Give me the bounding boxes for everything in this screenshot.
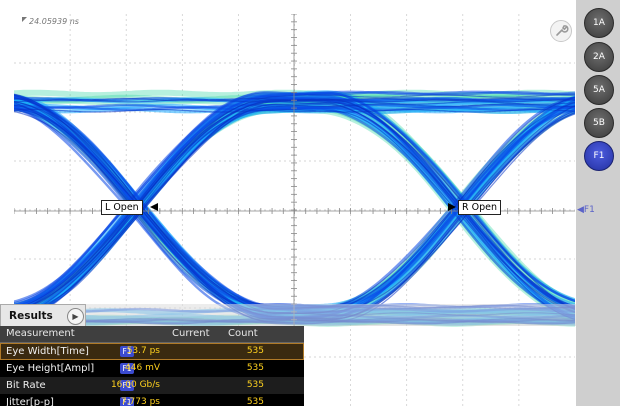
current-value: 446 mV <box>125 363 160 373</box>
source-badge: F1 <box>120 380 134 391</box>
results-header-row: Measurement Current Count <box>0 326 304 343</box>
column-header-current[interactable]: Current <box>172 328 210 339</box>
channel-sidebar: 1A 2A 5A 5B F1 <box>576 0 620 406</box>
wrench-icon[interactable] <box>550 20 572 42</box>
channel-f1-button[interactable]: F1 <box>584 141 614 171</box>
source-badge: F1 <box>120 346 134 357</box>
table-row[interactable]: Bit Rate F1 16.00 Gb/s 535 <box>0 377 304 394</box>
channel-1a-button[interactable]: 1A <box>584 8 614 38</box>
left-marker-arrow <box>150 203 158 211</box>
measurement-name: Bit Rate <box>6 380 46 391</box>
left-open-marker[interactable]: L Open <box>101 200 143 215</box>
table-row[interactable]: Jitter[p-p] F1 7.773 ps 535 <box>0 394 304 406</box>
current-value: 7.773 ps <box>120 397 160 406</box>
measurement-name: Eye Width[Time] <box>6 346 89 357</box>
current-value: 53.7 ps <box>126 346 160 356</box>
right-marker-arrow <box>448 203 456 211</box>
f1-reference-marker[interactable]: ◀F1 <box>577 205 595 215</box>
measurement-name: Eye Height[Ampl] <box>6 363 95 374</box>
results-tab[interactable]: Results ▶ <box>0 304 86 327</box>
play-icon[interactable]: ▶ <box>67 308 84 325</box>
results-tab-label: Results <box>9 310 53 322</box>
source-badge: F1 <box>120 397 134 406</box>
channel-5b-button[interactable]: 5B <box>584 108 614 138</box>
table-row[interactable]: Eye Width[Time] F1 53.7 ps 535 <box>0 343 304 360</box>
channel-5a-button[interactable]: 5A <box>584 75 614 105</box>
measurement-name: Jitter[p-p] <box>6 397 54 406</box>
timestamp-readout: 24.05939 ns <box>22 17 79 26</box>
results-table: Measurement Current Count Eye Width[Time… <box>0 326 304 406</box>
count-value: 535 <box>246 346 264 356</box>
column-header-measurement[interactable]: Measurement <box>6 328 75 339</box>
current-value: 16.00 Gb/s <box>110 380 160 390</box>
count-value: 535 <box>246 380 264 390</box>
channel-2a-button[interactable]: 2A <box>584 42 614 72</box>
right-open-marker[interactable]: R Open <box>458 200 501 215</box>
table-row[interactable]: Eye Height[Ampl] F1 446 mV 535 <box>0 360 304 377</box>
source-badge: F1 <box>120 363 134 374</box>
results-drag-handle[interactable] <box>84 304 576 326</box>
count-value: 535 <box>246 363 264 373</box>
column-header-count[interactable]: Count <box>228 328 258 339</box>
count-value: 535 <box>246 397 264 406</box>
